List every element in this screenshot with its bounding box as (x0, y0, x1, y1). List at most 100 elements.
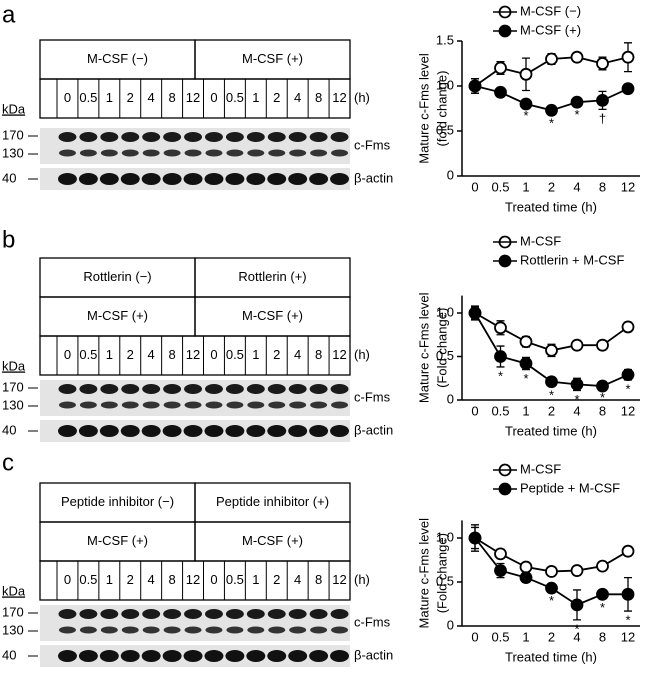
data-point (545, 565, 558, 578)
data-point (519, 67, 533, 81)
data-point (545, 375, 558, 389)
time-row (39, 560, 351, 601)
time-label: 0 (210, 572, 217, 587)
band (162, 650, 182, 662)
significance-mark: * (600, 600, 605, 615)
time-label: 1 (252, 90, 259, 105)
time-label: 0.5 (79, 572, 97, 587)
kda-label: kDa (2, 583, 26, 598)
time-label: 2 (273, 90, 280, 105)
band (205, 401, 223, 409)
time-label: 0.5 (226, 347, 244, 362)
band (142, 401, 160, 409)
band (79, 401, 97, 409)
band-label: β-actin (354, 647, 393, 662)
time-label: 0.5 (226, 90, 244, 105)
time-label: 0 (64, 572, 71, 587)
band (79, 132, 98, 142)
y-tick-label: 1.5 (436, 32, 454, 47)
time-label: 12 (332, 347, 346, 362)
band (309, 609, 328, 619)
y-tick-label: 1.0 (436, 77, 454, 92)
band (268, 149, 286, 157)
time-label: 12 (186, 572, 200, 587)
band (100, 149, 118, 157)
band (310, 149, 328, 157)
data-point (596, 559, 609, 573)
time-label: 8 (168, 347, 175, 362)
marker-label: 40 (2, 170, 16, 185)
header-label: M-CSF (+) (242, 533, 303, 548)
y-tick-label: 0 (447, 617, 454, 632)
band (288, 425, 308, 437)
band (184, 626, 202, 634)
data-point (519, 571, 533, 584)
header-label: M-CSF (−) (87, 51, 148, 66)
band (226, 626, 244, 634)
x-tick-label: 4 (573, 403, 580, 418)
band-label: β-actin (354, 422, 393, 437)
time-label: 0 (210, 347, 217, 362)
y-tick-label: 0 (447, 167, 454, 182)
significance-mark: * (549, 115, 554, 130)
band (225, 132, 244, 142)
x-label: Treated time (h) (505, 423, 597, 438)
band (121, 609, 140, 619)
band (183, 173, 203, 185)
band (288, 132, 307, 142)
band-label: c-Fms (354, 614, 391, 629)
band (163, 149, 181, 157)
kda-label: kDa (2, 101, 26, 116)
legend-label: Rottlerin + M-CSF (520, 252, 624, 267)
significance-mark: * (523, 371, 528, 386)
band (310, 401, 328, 409)
data-point (545, 344, 558, 357)
time-label: 8 (168, 572, 175, 587)
header-label: Peptide inhibitor (+) (216, 494, 329, 509)
band (288, 384, 307, 394)
time-unit: (h) (354, 90, 370, 105)
band (59, 401, 76, 409)
data-point (545, 103, 558, 117)
band (100, 132, 119, 142)
significance-mark: * (549, 388, 554, 403)
band (309, 384, 328, 394)
time-label: 8 (315, 572, 322, 587)
band (121, 132, 140, 142)
band (120, 173, 140, 185)
band (225, 650, 245, 662)
data-point (621, 320, 635, 334)
time-label: 0 (210, 90, 217, 105)
band (289, 149, 307, 157)
band (246, 650, 266, 662)
band (163, 132, 182, 142)
header-label: M-CSF (+) (242, 308, 303, 323)
band (162, 425, 182, 437)
band (184, 401, 202, 409)
band (142, 626, 160, 634)
band (205, 609, 223, 619)
band (205, 384, 223, 394)
band (289, 626, 307, 634)
x-label: Treated time (h) (505, 199, 597, 214)
band (288, 173, 308, 185)
band (331, 401, 348, 409)
data-point (570, 598, 584, 612)
y-tick-label: 1.0 (436, 529, 454, 544)
x-tick-label: 2 (548, 403, 555, 418)
x-tick-label: 4 (573, 179, 580, 194)
time-label: 8 (315, 90, 322, 105)
panel-letter: b (2, 226, 15, 253)
data-point (596, 379, 609, 393)
band (141, 650, 161, 662)
x-tick-label: 1 (522, 403, 529, 418)
kda-label: kDa (2, 358, 26, 373)
band (205, 132, 223, 142)
band (247, 149, 265, 157)
data-point (494, 564, 507, 577)
x-tick-label: 0 (471, 629, 478, 644)
data-point (545, 581, 558, 595)
band (268, 626, 286, 634)
band (309, 173, 329, 185)
band (226, 401, 244, 409)
